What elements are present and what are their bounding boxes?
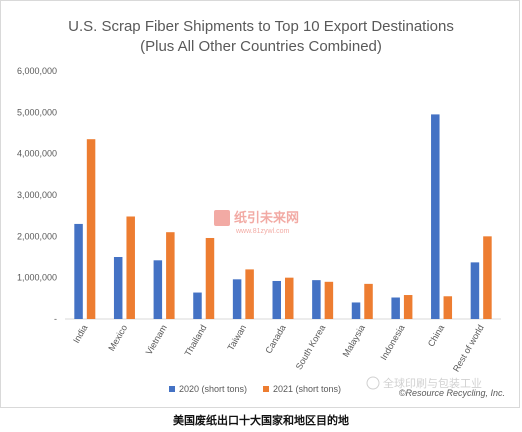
category-label: Mexico [106, 323, 129, 353]
bar-2021 [285, 277, 294, 319]
category-label: Taiwan [225, 323, 248, 352]
category-label: South Korea [294, 323, 328, 371]
y-tick-label: 2,000,000 [17, 231, 57, 241]
category-label: Thailand [183, 323, 209, 358]
bar-2020 [351, 302, 361, 319]
y-tick-label: 6,000,000 [17, 66, 57, 76]
credit-text: ©Resource Recycling, Inc. [399, 388, 505, 398]
chart-frame: U.S. Scrap Fiber Shipments to Top 10 Exp… [0, 0, 520, 408]
bar-2021 [205, 237, 215, 319]
bar-chart: U.S. Scrap Fiber Shipments to Top 10 Exp… [17, 18, 505, 398]
watermark-logo: 纸引未来网 www.81zywl.com [214, 210, 299, 235]
watermark-brand: 纸引未来网 [234, 210, 299, 225]
bar-2021 [86, 139, 96, 319]
y-tick-label: 3,000,000 [17, 190, 57, 200]
wechat-icon [366, 376, 380, 390]
bar-2021 [403, 295, 413, 319]
category-label: Canada [263, 323, 287, 355]
bar-2021 [364, 283, 373, 319]
bar-2021 [245, 269, 254, 319]
y-tick-label: 4,000,000 [17, 149, 57, 159]
category-label: Indonesia [378, 323, 406, 362]
bar-2020 [232, 279, 242, 319]
bar-2020 [391, 297, 400, 319]
bar-2020 [272, 280, 281, 319]
category-label: Vietnam [144, 323, 169, 356]
y-axis-ticks: - 1,000,000 2,000,000 3,000,000 4,000,000 5,0… [17, 66, 57, 324]
bar-2020 [431, 114, 440, 320]
y-tick-label: 5,000,000 [17, 107, 57, 117]
bar-2021 [443, 296, 453, 319]
bar-2021 [324, 281, 334, 319]
bar-2020 [153, 260, 163, 319]
bar-2020 [312, 280, 321, 319]
bar-2020 [193, 292, 202, 319]
watermark-mark-icon [214, 210, 230, 226]
category-label: China [426, 323, 446, 348]
category-label: Rest of world [451, 323, 486, 373]
figure-caption: 美国废纸出口十大国家和地区目的地 [173, 414, 349, 427]
bar-2020 [74, 223, 83, 319]
watermark-url: www.81zywl.com [235, 228, 289, 235]
category-label: India [71, 323, 89, 345]
y-tick-label: - [54, 314, 57, 324]
bar-2021 [126, 216, 135, 319]
watermark-wechat: 全球印刷与包装工业 [366, 376, 482, 390]
bar-2021 [166, 232, 175, 319]
bars [74, 114, 492, 320]
legend-label-2020: 2020 (short tons) [179, 384, 247, 394]
bar-2020 [470, 262, 480, 319]
y-tick-label: 1,000,000 [17, 273, 57, 283]
legend-label-2021: 2021 (short tons) [273, 384, 341, 394]
legend-swatch-2020 [169, 386, 175, 392]
chart-title: U.S. Scrap Fiber Shipments to Top 10 Exp… [68, 18, 454, 35]
bar-2021 [483, 236, 492, 319]
bar-2020 [113, 257, 123, 319]
legend-swatch-2021 [263, 386, 269, 392]
category-labels: India Mexico Vietnam Thailand Taiwan Canada So… [71, 323, 486, 373]
watermark-wechat-text: 全球印刷与包装工业 [383, 376, 482, 390]
chart-subtitle: (Plus All Other Countries Combined) [140, 38, 382, 55]
category-label: Malaysia [341, 323, 367, 359]
